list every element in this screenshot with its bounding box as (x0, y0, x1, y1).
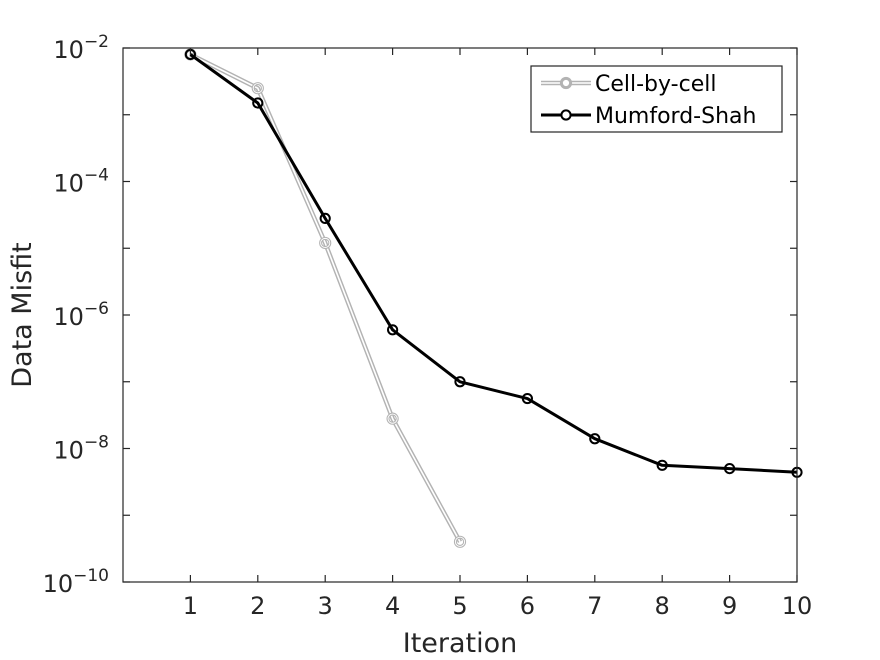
data-point-marker-inner (320, 237, 331, 249)
series-layer (184, 48, 803, 548)
x-axis-title: Iteration (403, 628, 518, 659)
x-tick-label: 4 (385, 592, 400, 620)
y-tick-exponent: −2 (84, 32, 109, 52)
x-tick-label: 1 (183, 592, 198, 620)
legend-item: Cell-by-cell (541, 72, 716, 97)
y-tick-base: 10 (43, 570, 74, 598)
x-tick-label: 3 (318, 592, 333, 620)
x-axis-ticks: 1 2 3 4 5 6 7 8 9 10 (183, 592, 813, 620)
data-point-marker (656, 459, 668, 471)
data-point-marker-inner (252, 83, 263, 94)
y-tick-label: 10−6 (53, 299, 109, 331)
data-point-marker (724, 462, 736, 475)
y-tick-exponent: −10 (73, 566, 109, 586)
x-tick-label: 7 (587, 592, 602, 620)
y-tick-label: 10−4 (53, 166, 109, 198)
y-tick-base: 10 (53, 170, 84, 198)
y-tick-base: 10 (53, 36, 84, 64)
data-point-marker (521, 392, 534, 405)
data-point-marker (387, 324, 399, 336)
data-point-marker (589, 433, 601, 445)
legend-box (530, 65, 783, 133)
y-tick-exponent: −8 (84, 433, 109, 453)
series-line-inner (190, 53, 461, 543)
data-point-marker (319, 212, 331, 225)
y-tick-base: 10 (53, 303, 84, 331)
y-tick-exponent: −4 (84, 166, 109, 186)
x-tick-label: 2 (250, 592, 265, 620)
axes-layer (122, 47, 798, 583)
x-tick-label: 8 (655, 592, 670, 620)
y-axis-ticks: 10−210−410−610−810−10 (43, 32, 109, 598)
legend-label: Cell-by-cell (595, 72, 716, 97)
legend-marker (559, 76, 573, 90)
y-tick-base: 10 (53, 437, 84, 465)
y-tick-label: 10−10 (43, 566, 109, 598)
y-tick-label: 10−2 (53, 32, 109, 64)
data-point-marker-inner (387, 413, 398, 424)
y-axis-title: Data Misfit (7, 242, 38, 388)
legend: Cell-by-cell Mumford-Shah (530, 65, 783, 133)
data-point-marker (454, 376, 466, 388)
series-mumford-shah (184, 48, 803, 478)
y-tick-label: 10−8 (53, 433, 109, 465)
x-tick-label: 5 (452, 592, 467, 620)
x-tick-label: 10 (782, 592, 813, 620)
x-tick-label: 6 (520, 592, 535, 620)
x-tick-label: 9 (722, 592, 737, 620)
y-tick-exponent: −6 (84, 299, 109, 319)
data-point-marker (252, 97, 264, 109)
legend-label: Mumford-Shah (595, 104, 756, 129)
legend-item: Mumford-Shah (541, 104, 756, 129)
data-point-marker-inner (454, 536, 466, 547)
legend-marker (560, 109, 572, 121)
series-line (189, 53, 798, 474)
